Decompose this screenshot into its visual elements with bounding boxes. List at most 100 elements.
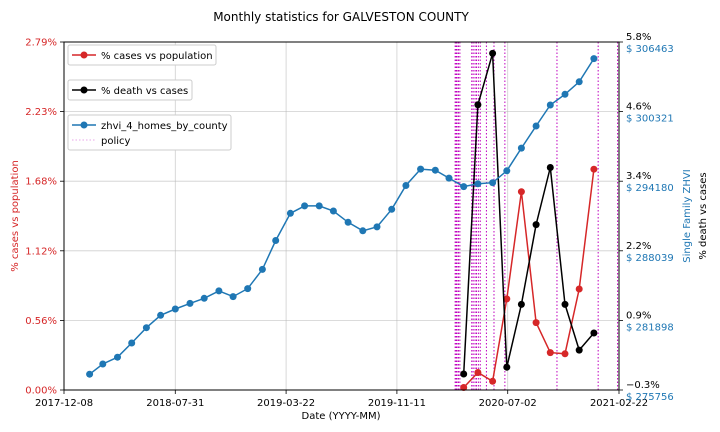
data-point-cases xyxy=(561,350,569,358)
data-point-zhvi xyxy=(99,360,107,368)
data-point-cases xyxy=(517,188,525,196)
x-tick-label: 2017-12-08 xyxy=(35,398,93,409)
series-line-cases xyxy=(463,169,595,389)
legend-marker-zhvi xyxy=(80,121,88,129)
data-point-zhvi xyxy=(171,305,179,313)
y-left-tick-label: 1.68% xyxy=(25,177,57,188)
y-death-tick-label: 5.8% xyxy=(626,32,651,43)
series-line-death xyxy=(462,53,595,375)
data-point-zhvi xyxy=(301,202,309,210)
data-point-death xyxy=(561,300,569,308)
data-point-cases xyxy=(546,349,554,357)
data-point-zhvi xyxy=(157,311,165,319)
legend-marker-cases xyxy=(80,51,88,59)
series-layer xyxy=(86,49,598,391)
data-point-zhvi xyxy=(244,285,252,293)
plot-frame xyxy=(63,41,620,391)
data-point-zhvi xyxy=(114,353,121,361)
y-death-tick-label: 0.9% xyxy=(626,310,651,321)
data-point-zhvi xyxy=(286,209,294,217)
y-left-tick-label: 1.12% xyxy=(25,246,57,257)
data-point-zhvi xyxy=(388,205,396,213)
ticks-layer: 2017-12-08 2018-07-31 2019-03-22 2019-11-11… xyxy=(25,32,674,409)
data-point-death xyxy=(532,221,540,229)
legend-label-death: % death vs cases xyxy=(101,86,188,97)
data-point-death xyxy=(517,300,525,308)
data-point-cases xyxy=(503,295,511,303)
y-zhvi-tick-label: $ 294180 xyxy=(626,183,674,194)
data-point-cases xyxy=(575,285,583,293)
grid-layer xyxy=(63,41,620,391)
data-point-zhvi xyxy=(590,55,598,63)
data-point-zhvi xyxy=(329,207,337,215)
y-axis-label-left: % cases vs population xyxy=(10,160,21,272)
data-point-zhvi xyxy=(561,90,569,98)
data-point-zhvi xyxy=(186,299,194,307)
data-point-death xyxy=(474,101,482,109)
data-point-cases xyxy=(489,377,497,385)
y-zhvi-tick-label: $ 300321 xyxy=(626,114,674,125)
data-point-zhvi xyxy=(503,167,511,175)
data-point-zhvi xyxy=(532,122,540,130)
data-point-zhvi xyxy=(373,223,381,231)
data-point-zhvi xyxy=(402,182,410,189)
data-point-zhvi xyxy=(489,179,497,187)
legend-marker-death xyxy=(80,86,88,94)
data-point-zhvi xyxy=(359,227,367,235)
x-tick-label: 2018-07-31 xyxy=(146,398,204,409)
x-tick-label: 2019-11-11 xyxy=(368,398,426,409)
legend-box-2: % death vs cases xyxy=(67,79,193,101)
data-point-zhvi xyxy=(86,370,94,378)
data-point-zhvi xyxy=(258,265,266,273)
data-point-zhvi xyxy=(431,166,439,174)
y-zhvi-tick-label: $ 288039 xyxy=(626,253,674,264)
y-zhvi-tick-label: $ 281898 xyxy=(626,322,674,333)
x-tick-label: 2019-03-22 xyxy=(257,398,315,409)
data-point-cases xyxy=(474,369,482,376)
data-point-zhvi xyxy=(460,183,468,191)
data-point-death xyxy=(460,370,468,378)
data-point-zhvi xyxy=(200,294,208,302)
data-point-zhvi xyxy=(474,180,482,188)
x-axis-label: Date (YYYY-MM) xyxy=(302,411,381,422)
y-death-tick-label: 4.6% xyxy=(626,102,651,113)
legend-label-zhvi: zhvi_4_homes_by_county xyxy=(101,121,228,132)
y-left-tick-label: 0.00% xyxy=(25,386,57,397)
data-point-death xyxy=(546,164,554,171)
y-death-tick-label: 2.2% xyxy=(626,241,651,252)
y-zhvi-tick-label: $ 306463 xyxy=(626,44,674,55)
legend-frame-3 xyxy=(67,114,232,151)
x-tick-label: 2021-02-22 xyxy=(590,398,648,409)
y-death-tick-label: −0.3% xyxy=(626,380,660,391)
y-death-tick-label: 3.4% xyxy=(626,171,651,182)
data-point-zhvi xyxy=(517,144,525,152)
data-point-zhvi xyxy=(344,218,352,226)
chart-title: Monthly statistics for GALVESTON COUNTY xyxy=(213,10,469,24)
legend-label-cases: % cases vs population xyxy=(101,51,213,62)
data-point-cases xyxy=(460,384,468,391)
data-point-zhvi xyxy=(445,174,453,182)
data-point-cases xyxy=(590,165,598,173)
data-point-death xyxy=(503,363,511,371)
legend-frame-1 xyxy=(67,44,217,66)
y-axis-label-death: % death vs cases xyxy=(698,172,709,259)
y-left-tick-label: 2.23% xyxy=(25,107,57,118)
y-left-tick-label: 0.56% xyxy=(25,316,57,327)
data-point-cases xyxy=(532,319,540,327)
data-point-zhvi xyxy=(417,165,425,173)
legend-box-3: zhvi_4_homes_by_county policy xyxy=(67,114,232,151)
data-point-death xyxy=(489,49,497,57)
data-point-death xyxy=(590,329,598,337)
x-tick-label: 2020-07-02 xyxy=(479,398,537,409)
data-point-zhvi xyxy=(546,101,554,109)
data-point-zhvi xyxy=(128,339,136,347)
y-axis-label-zhvi: Single Family ZHVI xyxy=(682,169,693,262)
legend-box-1: % cases vs population xyxy=(67,44,217,66)
y-zhvi-tick-label: $ 275756 xyxy=(626,392,674,403)
data-point-zhvi xyxy=(142,324,150,332)
data-point-zhvi xyxy=(575,78,583,86)
data-point-zhvi xyxy=(215,287,223,295)
y-left-tick-label: 2.79% xyxy=(25,38,57,49)
